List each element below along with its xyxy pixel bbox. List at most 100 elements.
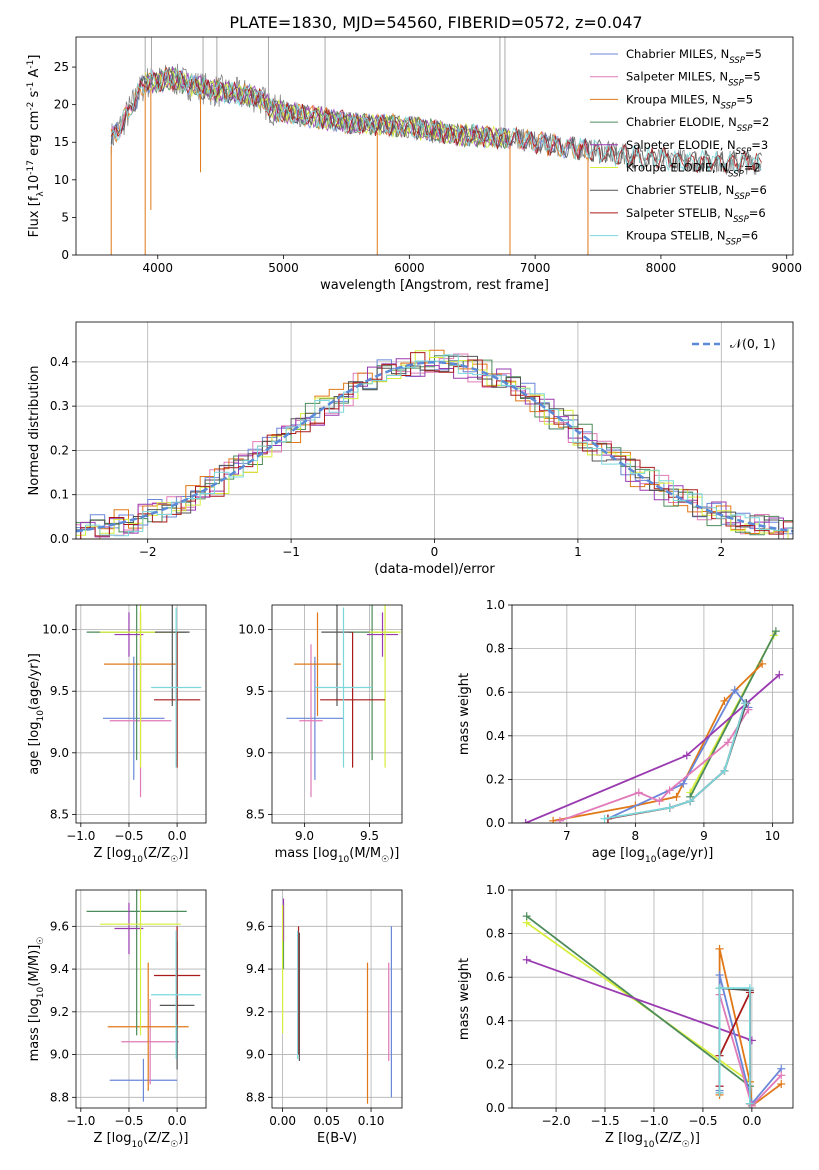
y-tick-label: 0.6 [486,685,505,699]
panel-mass-ebv: 0.00 0.05 0.10 8.8 9.0 9.2 9.4 9.6 E(B-V) [246,889,403,1146]
x-tick-label: 0.00 [269,1114,296,1128]
x-tick-label: 9.5 [360,829,379,843]
y-tick-label: 9.0 [50,1048,69,1062]
x-axis-label: (data-model)/error [374,562,495,577]
y-tick-label: 0.4 [486,1014,505,1028]
x-tick-label: 0.10 [358,1114,385,1128]
x-tick-label: 10 [765,829,780,843]
x-tick-label: 0.0 [168,1114,187,1128]
spectrum-model-salpeter-elodie [144,65,511,148]
y-tick-label: 0.0 [486,1101,505,1115]
x-tick-label: 9 [700,829,708,843]
legend-label: Chabrier ELODIE, NSSP=2 [626,115,769,134]
x-tick-label: 7 [563,829,571,843]
y-tick-label: 9.0 [246,746,265,760]
y-tick-label: 10 [54,173,69,187]
x-axis-label: Z [log10(Z/Z☉)] [605,1131,700,1150]
x-tick-label: −0.5 [114,1114,143,1128]
x-tick-label: 7000 [520,261,551,275]
plot-area [521,627,784,823]
legend-label: Kroupa MILES, NSSP=5 [626,92,753,111]
figure-title: PLATE=1830, MJD=54560, FIBERID=0572, z=0… [229,13,642,32]
hist-chabrier-stelib [76,355,793,539]
mw-line-kroupa-stelib [718,987,751,1104]
panel-spectrum: 4000 5000 6000 7000 8000 9000 0 5 10 15 20 25 wavele… [26,36,802,293]
x-tick-label: 1 [574,545,582,559]
legend-label: 𝒩(0, 1) [730,336,776,351]
x-axis-label: wavelength [Angstrom, rest frame] [320,278,549,293]
hist-kroupa-elodie [76,350,793,539]
x-tick-label: −1 [282,545,300,559]
x-tick-label: 2 [717,545,725,559]
panel-age-mass: 9.0 9.5 8.5 9.0 9.5 10.0 mass [log10(M/M☉)] [238,604,403,865]
y-tick-label: 9.4 [50,962,69,976]
x-axis-label: Z [log10(Z/Z☉)] [94,846,189,865]
plot-area [76,349,793,539]
mw-line-salpeter-miles [559,709,750,822]
y-tick-label: 8.8 [246,1090,265,1104]
plot-area [522,912,786,1108]
plot-area [110,37,762,255]
y-tick-label: 15 [54,135,69,149]
x-tick-label: 6000 [394,261,425,275]
legend-label: Salpeter ELODIE, NSSP=3 [626,138,768,157]
y-tick-label: 8.8 [50,1090,69,1104]
y-tick-label: 10.0 [42,623,69,637]
y-tick-label: 9.4 [246,962,265,976]
plot-area [86,605,202,798]
x-tick-label: 8000 [646,261,677,275]
hist-salpeter-elodie [76,358,793,539]
y-tick-label: 0.8 [486,642,505,656]
y-tick-label: 0.3 [50,399,69,413]
legend-label: Kroupa ELODIE, NSSP=2 [626,161,761,180]
y-tick-label: 0.1 [50,488,69,502]
y-tick-label: 0.2 [486,772,505,786]
x-axis-label: E(B-V) [317,1131,357,1146]
plot-area [86,890,202,1102]
legend-label: Chabrier STELIB, NSSP=6 [626,183,767,202]
y-tick-label: 9.6 [50,919,69,933]
x-tick-label: 0.0 [742,1114,761,1128]
x-tick-label: 9.0 [295,829,314,843]
x-tick-label: 8 [632,829,640,843]
y-tick-label: 8.5 [246,807,265,821]
y-axis-label: mass weight [457,673,472,755]
y-tick-label: 5 [61,210,69,224]
mw-line-salpeter-elodie [526,958,753,1042]
y-tick-label: 0.4 [486,729,505,743]
panel-age-z: −1.0 −0.5 0.0 8.5 9.0 9.5 10.0 Z [log10(Z/Z☉)] a… [27,604,207,865]
y-tick-label: 0 [61,248,69,262]
gaussian-curve [76,361,793,533]
x-tick-label: −0.5 [114,829,143,843]
axes-frame [75,321,794,540]
x-tick-label: 0 [431,545,439,559]
x-axis-label: Z [log10(Z/Z☉)] [94,1131,189,1150]
x-tick-label: −2 [139,545,157,559]
y-tick-label: 1.0 [486,883,505,897]
mw-line-salpeter-stelib [607,702,746,820]
panel-mw-z: −2.0 −1.5 −1.0 −0.5 0.0 0.0 0.2 0.4 0.6 0.8 1.0 Z [… [457,883,794,1150]
x-tick-label: −2.0 [541,1114,570,1128]
y-tick-label: 0.4 [50,355,69,369]
x-axis-label: mass [log10(M/M☉)] [275,846,400,865]
y-tick-label: 0.2 [50,443,69,457]
y-tick-label: 9.0 [50,746,69,760]
y-tick-label: 10.0 [238,623,265,637]
x-tick-label: −1.0 [66,1114,95,1128]
y-axis-label: Flux [fλ10-17 erg cm-2 s-1 A-1] [26,55,46,238]
axes-frame [75,36,794,256]
y-axis-label: Normed distribution [27,366,42,496]
x-tick-label: −1.5 [590,1114,619,1128]
y-tick-label: 0.0 [50,532,69,546]
axes-frame [271,604,403,824]
x-tick-label: 4000 [142,261,173,275]
legend-label: Salpeter MILES, NSSP=5 [626,70,761,89]
x-tick-label: 0.0 [168,829,187,843]
spectrum-model-salpeter-miles [110,69,589,156]
y-axis-label: age [log10(age/yr)] [27,653,46,775]
axes-frame [271,889,403,1109]
y-tick-label: 1.0 [486,598,505,612]
y-tick-label: 9.0 [246,1048,265,1062]
legend-label: Kroupa STELIB, NSSP=6 [626,229,758,248]
